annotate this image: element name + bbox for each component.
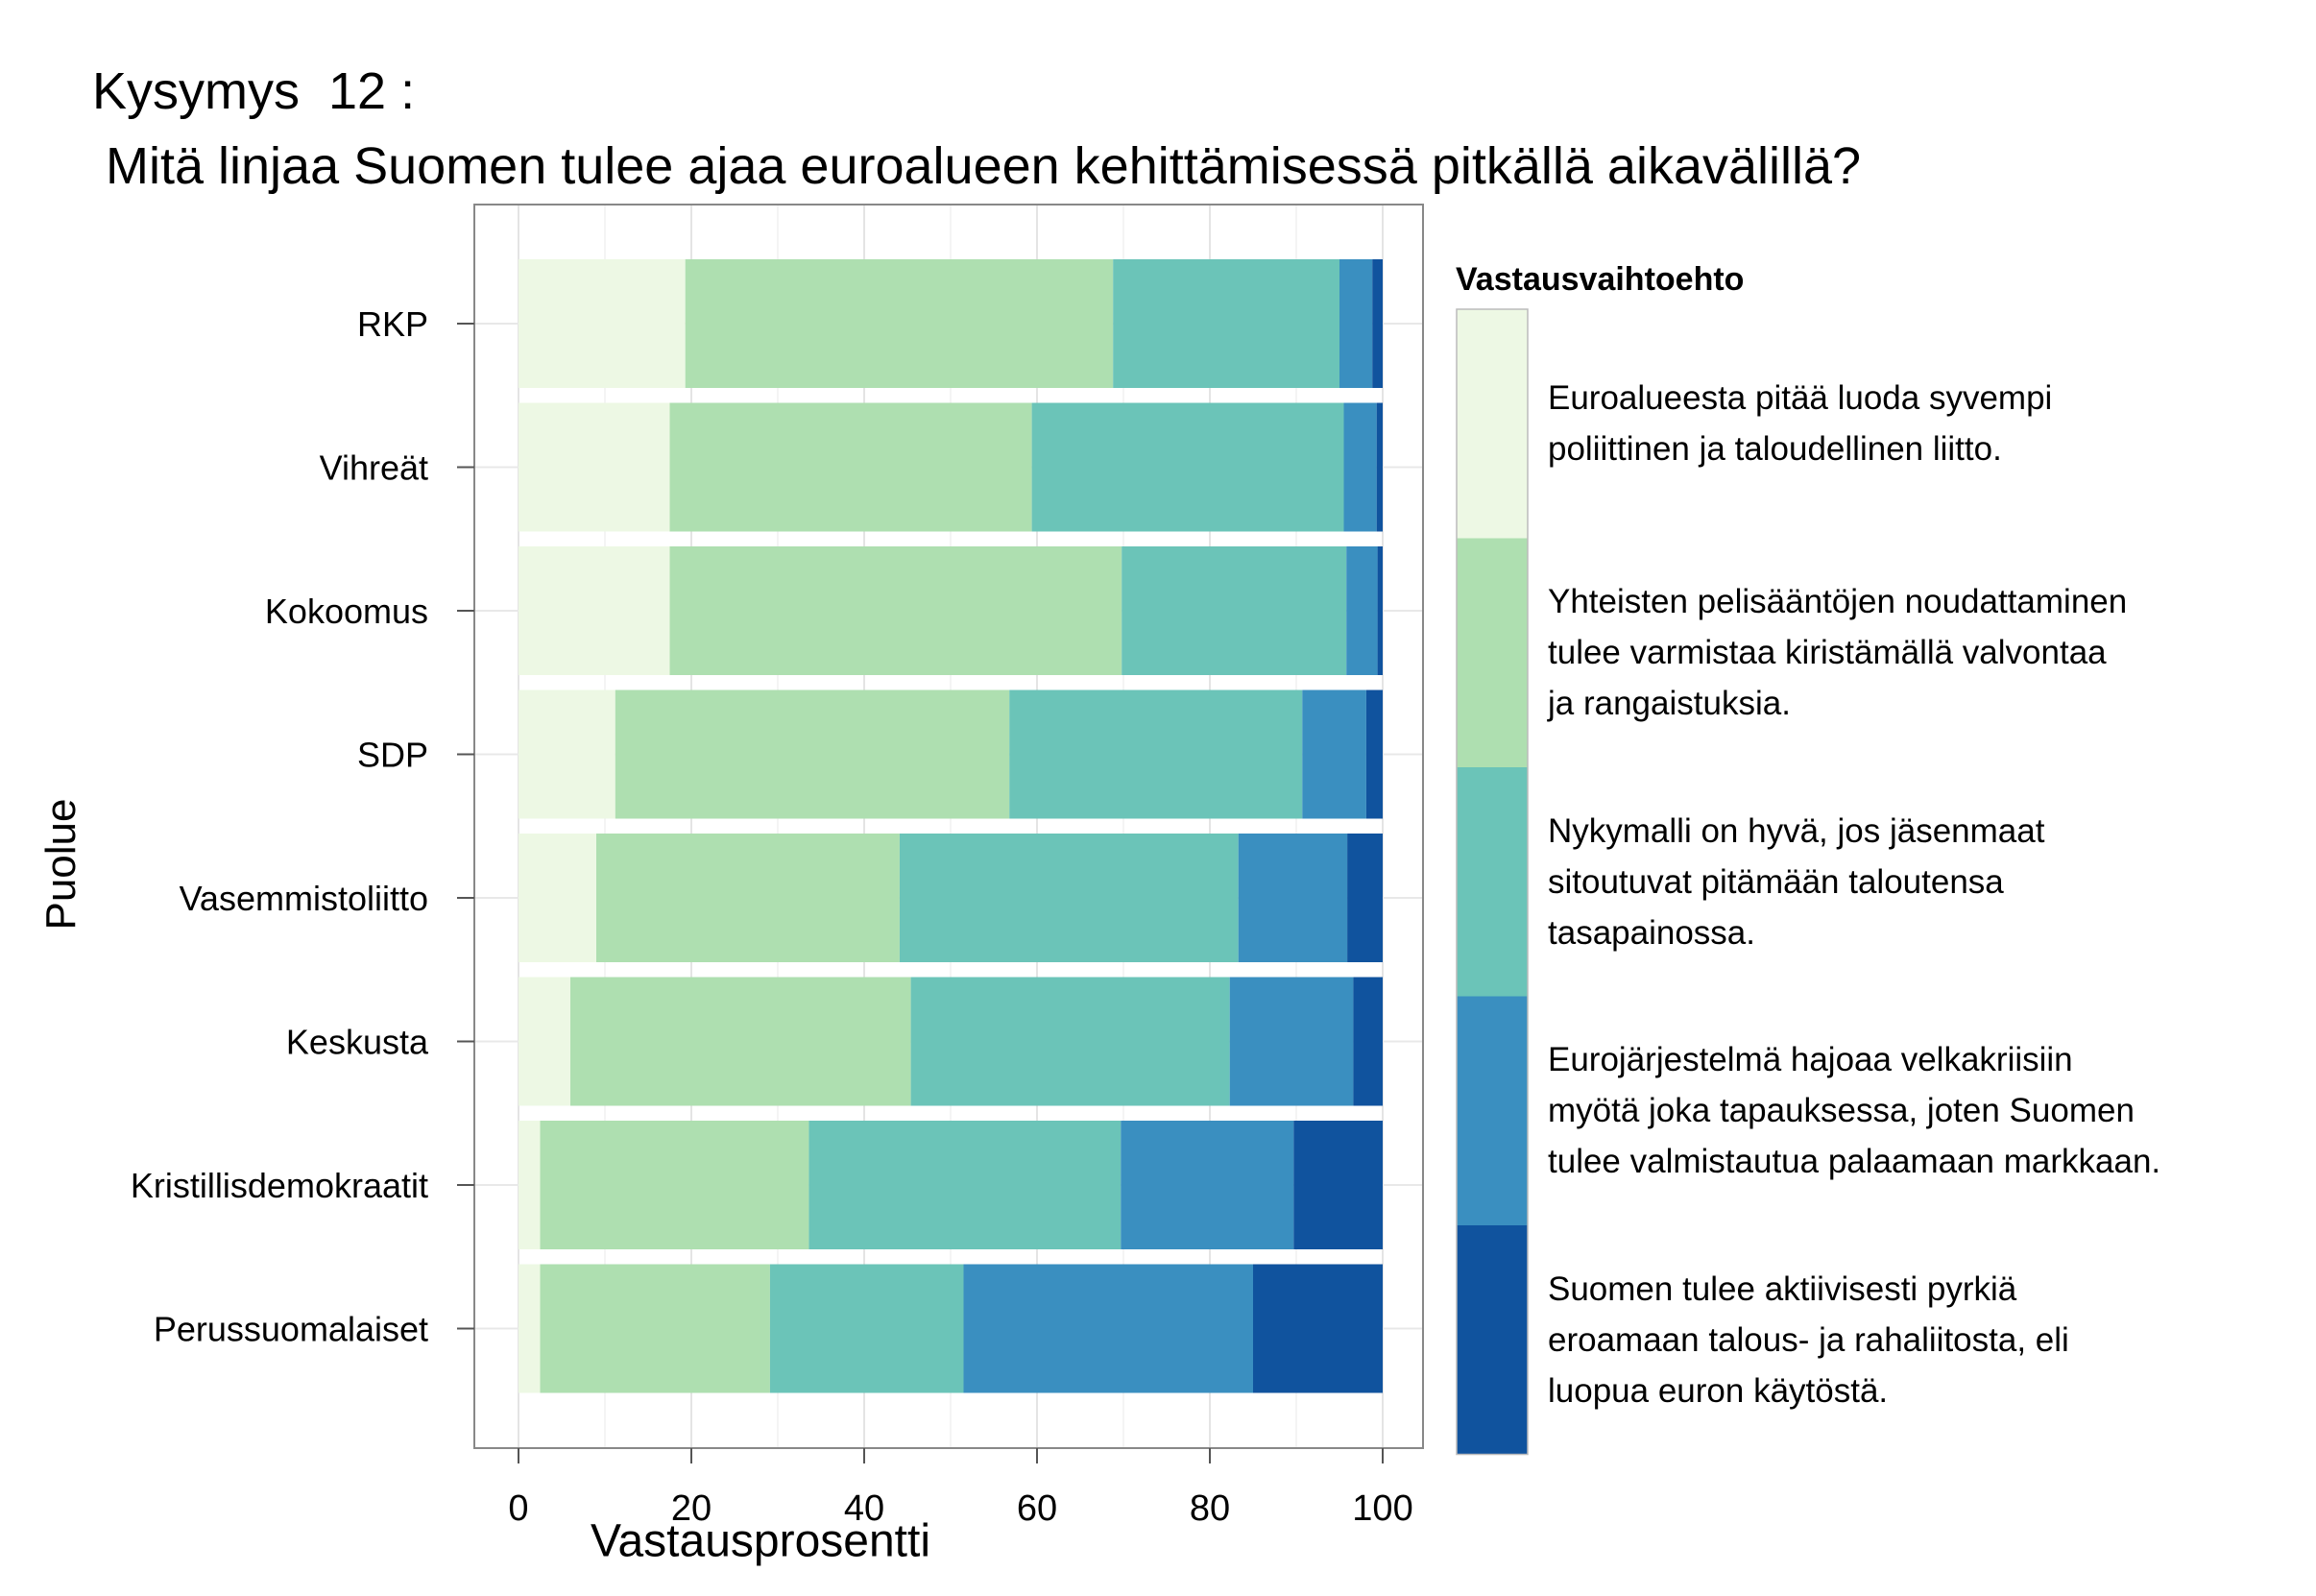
legend-label-line: luopua euron käytöstä.: [1548, 1371, 1889, 1410]
plot-frame: [473, 204, 1424, 1449]
x-tick-label: 60: [1017, 1488, 1057, 1529]
bar-segment-kokoomus-3: [1122, 546, 1347, 675]
legend-label-4: Eurojärjestelmä hajoaa velkakriisiin myöt…: [1548, 1034, 2160, 1187]
bar-segment-kristillisdemokraatit-2: [540, 1121, 809, 1249]
bar-segment-sdp-2: [615, 689, 1010, 819]
plot-area: [474, 205, 1423, 1448]
bars: [519, 259, 1383, 1393]
legend-frame: [1456, 308, 1529, 1456]
bar-segment-keskusta-5: [1353, 977, 1383, 1106]
y-tick-label: Vihreät: [320, 448, 428, 488]
y-tick-label: RKP: [357, 304, 428, 344]
bar-segment-sdp-1: [519, 689, 615, 819]
bar-segment-vihreät-1: [519, 402, 670, 532]
x-axis-ticks: 0 20 40 60 80 100: [508, 1448, 1413, 1529]
bar-segment-sdp-4: [1302, 689, 1366, 819]
bar-segment-perussuomalaiset-3: [769, 1264, 964, 1393]
bar-segment-kristillisdemokraatit-5: [1293, 1121, 1383, 1249]
legend-label-line: Suomen tulee aktiivisesti pyrkiä: [1548, 1270, 2017, 1308]
bar-segment-kokoomus-2: [669, 546, 1122, 675]
x-tick-label: 20: [671, 1488, 712, 1529]
bar-segment-perussuomalaiset-1: [519, 1264, 541, 1393]
bar-segment-vihreät-5: [1376, 402, 1383, 532]
bar-segment-vihreät-2: [669, 402, 1032, 532]
legend-label-line: tasapainossa.: [1548, 913, 1755, 952]
y-tick-label: Kristillisdemokraatit: [131, 1166, 428, 1205]
x-tick-label: 100: [1352, 1488, 1412, 1529]
bar-segment-vasemmistoliitto-1: [519, 834, 596, 962]
legend-label-line: Eurojärjestelmä hajoaa velkakriisiin: [1548, 1041, 2073, 1079]
legend-label-1: Euroalueesta pitää luoda syvempi poliitti…: [1548, 373, 2052, 474]
x-tick-label: 80: [1190, 1488, 1230, 1529]
bar-segment-rkp-3: [1113, 259, 1339, 388]
plot-background: [474, 205, 1423, 1448]
chart-title-line-1: Kysymys 12 :: [92, 62, 416, 120]
legend-label-3: Nykymalli on hyvä, jos jäsenmaat sitoutuv…: [1548, 806, 2044, 958]
bar-segment-vihreät-3: [1031, 402, 1344, 532]
legend-label-2: Yhteisten pelisääntöjen noudattaminen tul…: [1548, 576, 2127, 729]
bar-segment-rkp-2: [685, 259, 1114, 388]
legend-key-3: [1457, 767, 1528, 997]
x-axis-label: Vastausprosentti: [591, 1515, 930, 1567]
bar-segment-rkp-5: [1372, 259, 1383, 388]
bar-segment-perussuomalaiset-4: [963, 1264, 1253, 1393]
legend-key-1: [1457, 309, 1528, 539]
bar-segment-vasemmistoliitto-2: [596, 834, 900, 962]
chart-title-line-2: Mitä linjaa Suomen tulee ajaa euroalueen…: [106, 137, 1862, 195]
legend-label-line: myötä joka tapauksessa, joten Suomen: [1548, 1092, 2135, 1130]
bar-segment-kristillisdemokraatit-3: [808, 1121, 1122, 1249]
y-tick-label: Perussuomalaiset: [154, 1310, 428, 1349]
bar-segment-kokoomus-5: [1377, 546, 1383, 675]
y-tick-label: Vasemmistoliitto: [180, 879, 428, 918]
legend-label-line: sitoutuvat pitämään taloutensa: [1548, 862, 2004, 901]
y-tick-label: SDP: [357, 736, 428, 775]
bar-segment-rkp-1: [519, 259, 686, 388]
y-axis-label: Puolue: [37, 798, 84, 931]
bar-segment-perussuomalaiset-5: [1253, 1264, 1383, 1393]
legend-label-line: tulee varmistaa kiristämällä valvontaa: [1548, 634, 2107, 672]
legend-keys: [1456, 308, 1529, 1456]
bar-segment-kokoomus-1: [519, 546, 670, 675]
y-tick-label: Keskusta: [286, 1023, 429, 1062]
legend-key-4: [1457, 996, 1528, 1225]
bar-segment-kristillisdemokraatit-4: [1121, 1121, 1294, 1249]
bar-segment-vasemmistoliitto-3: [899, 834, 1239, 962]
bar-segment-sdp-5: [1365, 689, 1383, 819]
bar-segment-keskusta-3: [910, 977, 1230, 1106]
legend-label-line: Yhteisten pelisääntöjen noudattaminen: [1548, 583, 2128, 621]
legend-key-2: [1457, 538, 1528, 767]
legend-label-line: poliittinen ja taloudellinen liitto.: [1548, 430, 2002, 469]
bar-segment-kokoomus-4: [1346, 546, 1378, 675]
legend-label-5: Suomen tulee aktiivisesti pyrkiä eroamaan…: [1548, 1264, 2069, 1416]
bar-segment-sdp-3: [1009, 689, 1303, 819]
bar-segment-rkp-4: [1339, 259, 1373, 388]
legend-label-line: tulee valmistautua palaamaan markkaan.: [1548, 1143, 2161, 1181]
bar-segment-kristillisdemokraatit-1: [519, 1121, 541, 1249]
legend-label-line: eroamaan talous- ja rahaliitosta, eli: [1548, 1320, 2069, 1359]
bar-segment-perussuomalaiset-2: [540, 1264, 770, 1393]
legend-label-line: ja rangaistuksia.: [1548, 685, 1791, 723]
legend-key-5: [1457, 1225, 1528, 1455]
y-tick-label: Kokoomus: [265, 592, 428, 631]
bar-segment-vihreät-4: [1343, 402, 1377, 532]
x-tick-label: 0: [508, 1488, 528, 1529]
legend-label-line: Nykymalli on hyvä, jos jäsenmaat: [1548, 811, 2045, 850]
bar-segment-keskusta-2: [570, 977, 911, 1106]
y-axis-ticks: RKP Vihreät Kokoomus SDP Vasemmistoliitto Kes…: [131, 304, 474, 1349]
bar-segment-vasemmistoliitto-4: [1238, 834, 1348, 962]
legend-label-line: Euroalueesta pitää luoda syvempi: [1548, 379, 2053, 418]
bar-segment-keskusta-4: [1229, 977, 1354, 1106]
legend-title: Vastausvaihtoehto: [1456, 261, 1745, 298]
bar-segment-keskusta-1: [519, 977, 570, 1106]
bar-segment-vasemmistoliitto-5: [1347, 834, 1383, 962]
x-tick-label: 40: [844, 1488, 884, 1529]
